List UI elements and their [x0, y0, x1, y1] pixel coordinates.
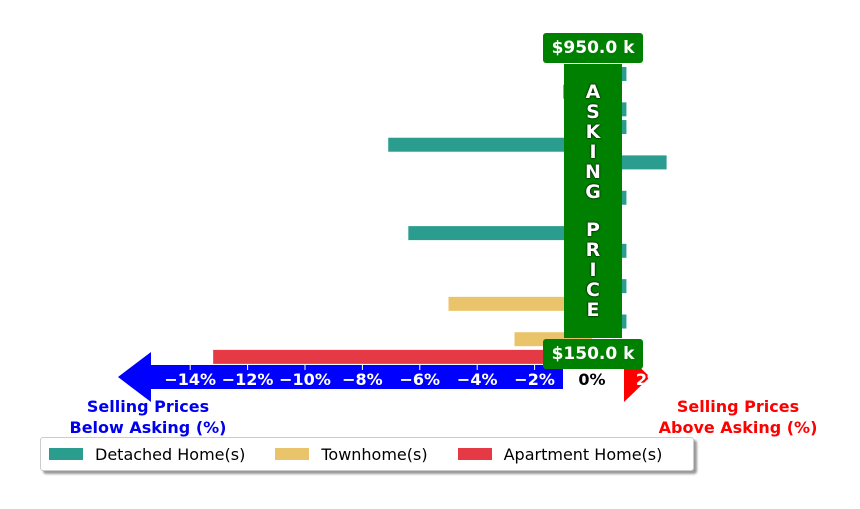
asking-letter: K: [585, 121, 601, 143]
legend-label: Townhome(s): [321, 444, 428, 464]
x-tick-label: −14%: [164, 370, 216, 389]
price-letter: E: [586, 299, 600, 321]
legend-label: Detached Home(s): [95, 444, 246, 464]
x-tick-label: 0%: [578, 370, 605, 389]
price-letter: R: [585, 239, 601, 261]
asking-letter: G: [585, 181, 601, 203]
price-top-label: $950.0 k: [543, 33, 643, 63]
legend-swatch: [275, 448, 310, 460]
asking-letter: I: [589, 141, 597, 163]
above-asking-note: Selling Prices Above Asking (%): [648, 396, 828, 438]
x-tick-label: −4%: [457, 370, 498, 389]
x-tick-label: 2%: [636, 370, 663, 389]
x-tick-label: −8%: [342, 370, 383, 389]
bar-detached-home-s: [408, 226, 592, 241]
bar-townhome-s: [448, 296, 592, 311]
price-bottom-label: $150.0 k: [543, 339, 643, 369]
legend: Detached Home(s) Townhome(s) Apartment Hom…: [40, 437, 694, 471]
x-tick-label: −12%: [222, 370, 274, 389]
price-letter: P: [586, 219, 600, 241]
x-tick-label: −10%: [279, 370, 331, 389]
asking-letter: N: [585, 161, 601, 183]
legend-item: Townhome(s): [275, 444, 428, 464]
legend-swatch: [49, 448, 83, 460]
legend-label: Apartment Home(s): [503, 444, 663, 464]
x-tick-label: −2%: [514, 370, 555, 389]
below-asking-note: Selling Prices Below Asking (%): [52, 396, 244, 438]
note-line: Selling Prices: [676, 397, 800, 416]
price-letter: I: [589, 259, 597, 281]
note-line: Below Asking (%): [69, 418, 227, 437]
bar-detached-home-s: [388, 137, 592, 152]
legend-item: Apartment Home(s): [457, 444, 663, 464]
legend-swatch: [457, 448, 492, 460]
bar-apartment-home-s: [213, 349, 592, 364]
x-tick-label: −6%: [400, 370, 441, 389]
note-line: Selling Prices: [86, 397, 210, 416]
asking-letter: S: [586, 101, 600, 123]
asking-letter: A: [585, 81, 601, 103]
below-asking-arrow: [118, 352, 563, 402]
legend-item: Detached Home(s): [49, 445, 245, 464]
note-line: Above Asking (%): [658, 418, 818, 437]
price-letter: C: [586, 279, 600, 301]
